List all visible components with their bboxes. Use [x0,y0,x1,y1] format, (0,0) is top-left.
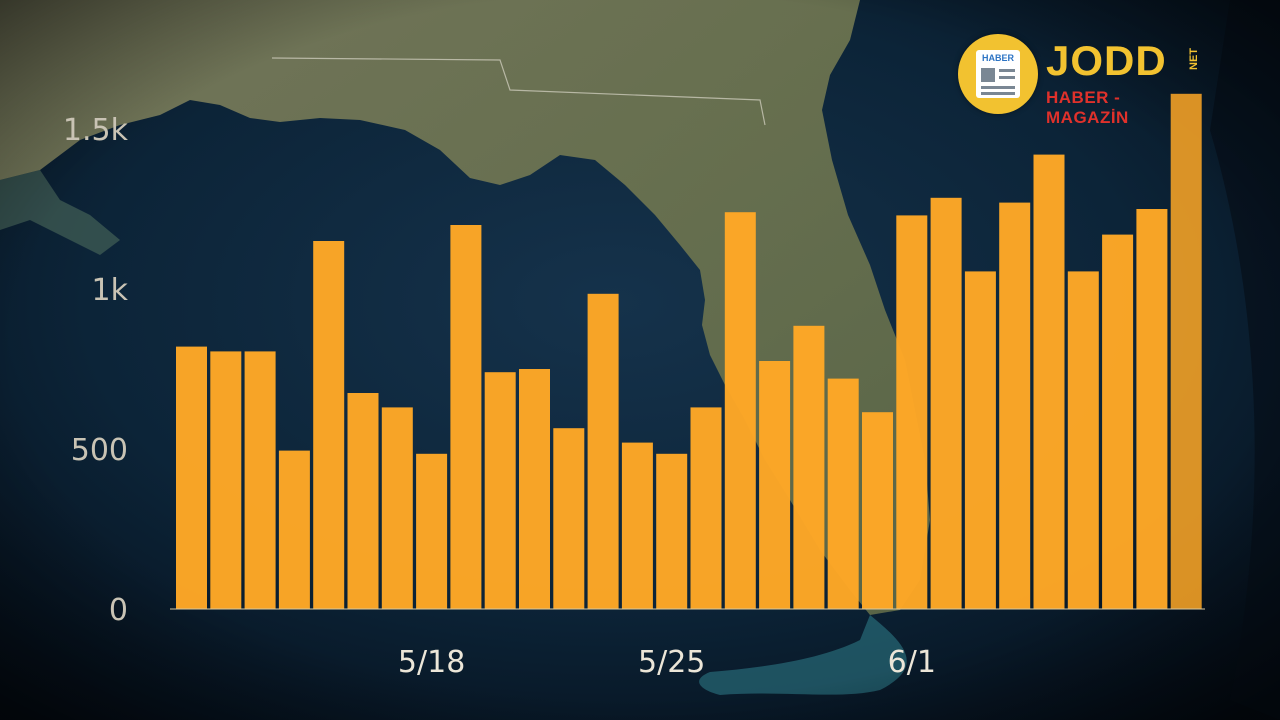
bar-series [176,93,1202,610]
bar-18 [793,325,825,609]
bar-6 [381,407,413,609]
bar-4 [313,241,345,609]
brand-logo: HABER JODD NET HABER - MAGAZİN [958,34,1208,127]
brand-suffix: NET [1188,48,1200,70]
bar-23 [964,271,996,609]
bar-17 [759,361,791,609]
bar-5 [347,393,379,609]
brand-tagline: HABER - MAGAZİN [1046,88,1129,127]
bar-11 [553,428,585,609]
bar-20 [862,412,893,609]
y-tick-label-0: 0 [109,593,128,628]
bar-14 [656,453,688,609]
bar-24 [999,202,1031,609]
newspaper-icon: HABER [976,50,1020,98]
bar-1 [210,351,242,609]
bar-3 [278,450,310,609]
bar-9 [484,372,516,609]
bar-26 [1067,271,1099,609]
bar-0 [176,346,207,609]
bar-25 [1033,154,1065,609]
logo-icon-text: HABER [981,53,1014,63]
x-tick-label-0: 5/18 [398,645,465,680]
bar-16 [724,212,756,609]
bar-21 [896,215,928,609]
y-tick-label-2: 1k [92,273,129,308]
bar-28 [1136,209,1168,609]
x-tick-label-1: 5/25 [638,645,705,680]
x-tick-label-2: 6/1 [888,645,936,680]
bar-12 [587,293,619,609]
bar-13 [621,442,653,609]
brand-name: JODD [1046,37,1167,84]
bar-8 [450,225,482,609]
bar-15 [690,407,722,609]
bar-29 [1170,93,1202,610]
bar-10 [519,369,550,609]
y-tick-label-1: 500 [71,433,128,468]
bar-7 [416,453,448,609]
logo-badge: HABER [958,34,1038,114]
bar-22 [930,197,962,610]
bar-19 [827,378,859,609]
bar-27 [1102,234,1134,609]
x-axis: 5/18 5/25 6/1 [398,645,936,680]
bar-2 [244,351,276,609]
y-tick-label-3: 1.5k [63,113,129,148]
y-axis: 0 500 1k 1.5k [63,113,129,628]
